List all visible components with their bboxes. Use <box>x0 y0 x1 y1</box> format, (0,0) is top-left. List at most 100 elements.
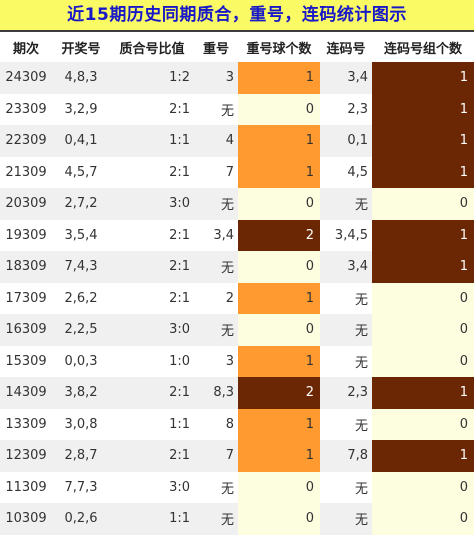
issue-cell: 14309 <box>0 377 52 409</box>
table-row: 23309 3,2,9 2:1 无 0 2,3 1 <box>0 93 474 125</box>
issue-cell: 23309 <box>0 93 52 125</box>
ratio-cell: 1:1 <box>110 503 194 535</box>
consec-cell: 4,5 <box>320 156 372 188</box>
repeat-count-cell: 1 <box>238 440 320 472</box>
table-row: 12309 2,8,7 2:1 7 1 7,8 1 <box>0 440 474 472</box>
repeat-cell: 4 <box>194 125 238 157</box>
consec-count-cell: 0 <box>372 314 474 346</box>
header-repeat: 重号 <box>194 32 238 62</box>
issue-cell: 10309 <box>0 503 52 535</box>
table-row: 24309 4,8,3 1:2 3 1 3,4 1 <box>0 62 474 94</box>
header-consec-count: 连码号组个数 <box>372 32 474 62</box>
repeat-count-cell: 1 <box>238 62 320 94</box>
numbers-cell: 7,7,3 <box>52 471 110 503</box>
header-consec: 连码号 <box>320 32 372 62</box>
table-row: 20309 2,7,2 3:0 无 0 无 0 <box>0 188 474 220</box>
repeat-cell: 无 <box>194 314 238 346</box>
repeat-count-cell: 0 <box>238 503 320 535</box>
table-row: 15309 0,0,3 1:0 3 1 无 0 <box>0 345 474 377</box>
table-row: 21309 4,5,7 2:1 7 1 4,5 1 <box>0 156 474 188</box>
numbers-cell: 0,0,3 <box>52 345 110 377</box>
consec-cell: 无 <box>320 408 372 440</box>
consec-count-cell: 0 <box>372 188 474 220</box>
table-row: 19309 3,5,4 2:1 3,4 2 3,4,5 1 <box>0 219 474 251</box>
issue-cell: 19309 <box>0 219 52 251</box>
repeat-cell: 3 <box>194 345 238 377</box>
issue-cell: 15309 <box>0 345 52 377</box>
ratio-cell: 2:1 <box>110 282 194 314</box>
issue-cell: 18309 <box>0 251 52 283</box>
repeat-count-cell: 1 <box>238 282 320 314</box>
numbers-cell: 2,7,2 <box>52 188 110 220</box>
numbers-cell: 3,8,2 <box>52 377 110 409</box>
repeat-count-cell: 0 <box>238 93 320 125</box>
ratio-cell: 2:1 <box>110 93 194 125</box>
consec-cell: 无 <box>320 282 372 314</box>
table-row: 13309 3,0,8 1:1 8 1 无 0 <box>0 408 474 440</box>
stats-table: 期次 开奖号 质合号比值 重号 重号球个数 连码号 连码号组个数 24309 4,… <box>0 32 474 535</box>
repeat-cell: 无 <box>194 471 238 503</box>
issue-cell: 16309 <box>0 314 52 346</box>
repeat-count-cell: 1 <box>238 125 320 157</box>
consec-cell: 2,3 <box>320 93 372 125</box>
repeat-cell: 无 <box>194 188 238 220</box>
issue-cell: 20309 <box>0 188 52 220</box>
numbers-cell: 0,4,1 <box>52 125 110 157</box>
repeat-count-cell: 0 <box>238 471 320 503</box>
consec-count-cell: 0 <box>372 471 474 503</box>
header-row: 期次 开奖号 质合号比值 重号 重号球个数 连码号 连码号组个数 <box>0 32 474 62</box>
issue-cell: 12309 <box>0 440 52 472</box>
repeat-count-cell: 1 <box>238 345 320 377</box>
header-numbers: 开奖号 <box>52 32 110 62</box>
numbers-cell: 3,0,8 <box>52 408 110 440</box>
consec-cell: 0,1 <box>320 125 372 157</box>
repeat-cell: 无 <box>194 503 238 535</box>
repeat-cell: 无 <box>194 93 238 125</box>
consec-count-cell: 1 <box>372 125 474 157</box>
numbers-cell: 0,2,6 <box>52 503 110 535</box>
repeat-cell: 3 <box>194 62 238 94</box>
issue-cell: 13309 <box>0 408 52 440</box>
issue-cell: 11309 <box>0 471 52 503</box>
repeat-cell: 7 <box>194 156 238 188</box>
table-row: 18309 7,4,3 2:1 无 0 3,4 1 <box>0 251 474 283</box>
ratio-cell: 3:0 <box>110 314 194 346</box>
consec-count-cell: 1 <box>372 440 474 472</box>
table-row: 14309 3,8,2 2:1 8,3 2 2,3 1 <box>0 377 474 409</box>
ratio-cell: 1:0 <box>110 345 194 377</box>
repeat-count-cell: 2 <box>238 219 320 251</box>
table-row: 22309 0,4,1 1:1 4 1 0,1 1 <box>0 125 474 157</box>
repeat-count-cell: 2 <box>238 377 320 409</box>
ratio-cell: 1:1 <box>110 125 194 157</box>
repeat-count-cell: 0 <box>238 314 320 346</box>
consec-count-cell: 1 <box>372 377 474 409</box>
numbers-cell: 3,5,4 <box>52 219 110 251</box>
repeat-count-cell: 0 <box>238 251 320 283</box>
repeat-count-cell: 1 <box>238 408 320 440</box>
ratio-cell: 2:1 <box>110 156 194 188</box>
consec-cell: 2,3 <box>320 377 372 409</box>
issue-cell: 22309 <box>0 125 52 157</box>
issue-cell: 24309 <box>0 62 52 94</box>
consec-cell: 3,4 <box>320 62 372 94</box>
consec-cell: 3,4 <box>320 251 372 283</box>
ratio-cell: 2:1 <box>110 440 194 472</box>
consec-count-cell: 0 <box>372 345 474 377</box>
repeat-cell: 3,4 <box>194 219 238 251</box>
issue-cell: 21309 <box>0 156 52 188</box>
consec-count-cell: 1 <box>372 251 474 283</box>
ratio-cell: 3:0 <box>110 188 194 220</box>
header-repeat-count: 重号球个数 <box>238 32 320 62</box>
table-row: 10309 0,2,6 1:1 无 0 无 0 <box>0 503 474 535</box>
repeat-count-cell: 1 <box>238 156 320 188</box>
consec-cell: 无 <box>320 471 372 503</box>
consec-cell: 无 <box>320 503 372 535</box>
repeat-cell: 2 <box>194 282 238 314</box>
issue-cell: 17309 <box>0 282 52 314</box>
ratio-cell: 1:2 <box>110 62 194 94</box>
repeat-count-cell: 0 <box>238 188 320 220</box>
repeat-cell: 7 <box>194 440 238 472</box>
header-issue: 期次 <box>0 32 52 62</box>
consec-cell: 无 <box>320 188 372 220</box>
repeat-cell: 无 <box>194 251 238 283</box>
